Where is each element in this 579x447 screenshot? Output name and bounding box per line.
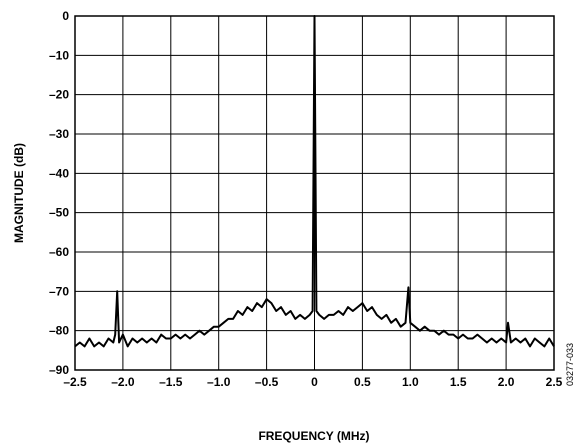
y-tick-label: –70 — [49, 284, 69, 298]
x-tick-label: –2.0 — [111, 375, 135, 389]
y-tick-label: –50 — [49, 206, 69, 220]
x-tick-label: 2.5 — [546, 375, 563, 389]
y-tick-label: –60 — [49, 245, 69, 259]
y-tick-label: 0 — [62, 9, 69, 23]
x-tick-labels: –2.5 –2.0 –1.5 –1.0 –0.5 0 0.5 1.0 1.5 2.0 2.5 — [63, 375, 562, 389]
x-tick-label: –1.0 — [207, 375, 231, 389]
figure-id: 03277-033 — [565, 343, 575, 386]
grid — [75, 16, 554, 370]
x-tick-label: 0.5 — [354, 375, 371, 389]
y-tick-label: –20 — [49, 88, 69, 102]
series-layer — [74, 15, 555, 348]
x-tick-label: –0.5 — [255, 375, 279, 389]
x-tick-label: 2.0 — [498, 375, 515, 389]
x-axis-title: FREQUENCY (MHz) — [258, 429, 369, 443]
x-tick-label: –2.5 — [63, 375, 87, 389]
y-tick-label: –90 — [49, 363, 69, 377]
y-tick-labels: 0 –10 –20 –30 –40 –50 –60 –70 –80 –90 — [49, 9, 69, 377]
x-tick-label: –1.5 — [159, 375, 183, 389]
y-tick-label: –30 — [49, 127, 69, 141]
y-tick-label: –10 — [49, 48, 69, 62]
y-axis-title: MAGNITUDE (dB) — [12, 143, 26, 243]
y-tick-label: –40 — [49, 166, 69, 180]
y-tick-label: –80 — [49, 324, 69, 338]
x-tick-label: 0 — [311, 375, 318, 389]
x-tick-label: 1.0 — [402, 375, 419, 389]
x-tick-label: 1.5 — [450, 375, 467, 389]
spectrum-line — [74, 15, 555, 348]
